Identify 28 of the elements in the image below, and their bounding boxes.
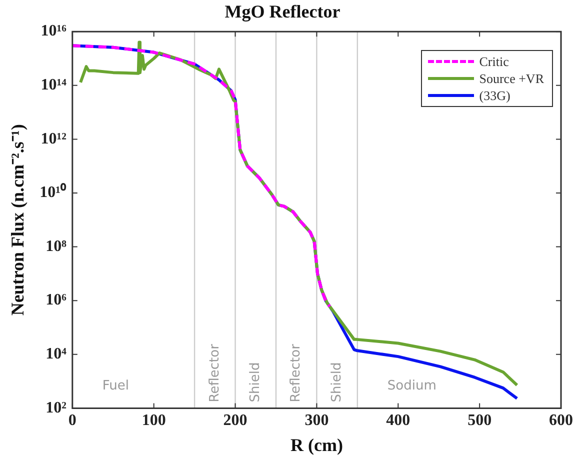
y-tick-label: 10² xyxy=(46,399,67,416)
y-tick-label: 10¹⁶ xyxy=(40,22,67,40)
x-tick-label: 400 xyxy=(386,412,410,429)
x-tick-label: 500 xyxy=(468,412,492,429)
x-tick-label: 200 xyxy=(223,412,248,429)
legend-label: Source +VR xyxy=(479,70,544,86)
x-tick-label: 100 xyxy=(142,412,166,429)
y-tick-label: 10¹² xyxy=(40,130,67,148)
y-axis-title: Neutron Flux (n.cm⁻².s⁻¹) xyxy=(7,124,28,316)
y-tick-label: 10⁸ xyxy=(46,238,67,255)
annotation: Sodium xyxy=(387,378,436,394)
x-tick-label: 0 xyxy=(68,412,76,429)
x-tick-label: 600 xyxy=(549,412,573,429)
y-tick-label: 10¹⁴ xyxy=(40,76,67,94)
y-tick-label: 10⁴ xyxy=(46,346,67,363)
legend-label: Critic xyxy=(479,54,509,70)
legend-label: (33G) xyxy=(479,88,510,104)
annotation: Reflector xyxy=(207,343,222,402)
y-tick-label: 10⁶ xyxy=(46,292,67,309)
annotation: Fuel xyxy=(102,378,130,394)
x-axis-title: R (cm) xyxy=(290,434,343,455)
annotation: Reflector xyxy=(288,343,304,402)
x-tick-label: 300 xyxy=(304,412,329,429)
chart-title: MgO Reflector xyxy=(224,1,340,22)
annotation: Shield xyxy=(248,362,263,402)
line-series xyxy=(72,44,332,308)
annotation: Shield xyxy=(329,362,344,402)
y-tick-label: 10¹⁰ xyxy=(40,183,66,202)
